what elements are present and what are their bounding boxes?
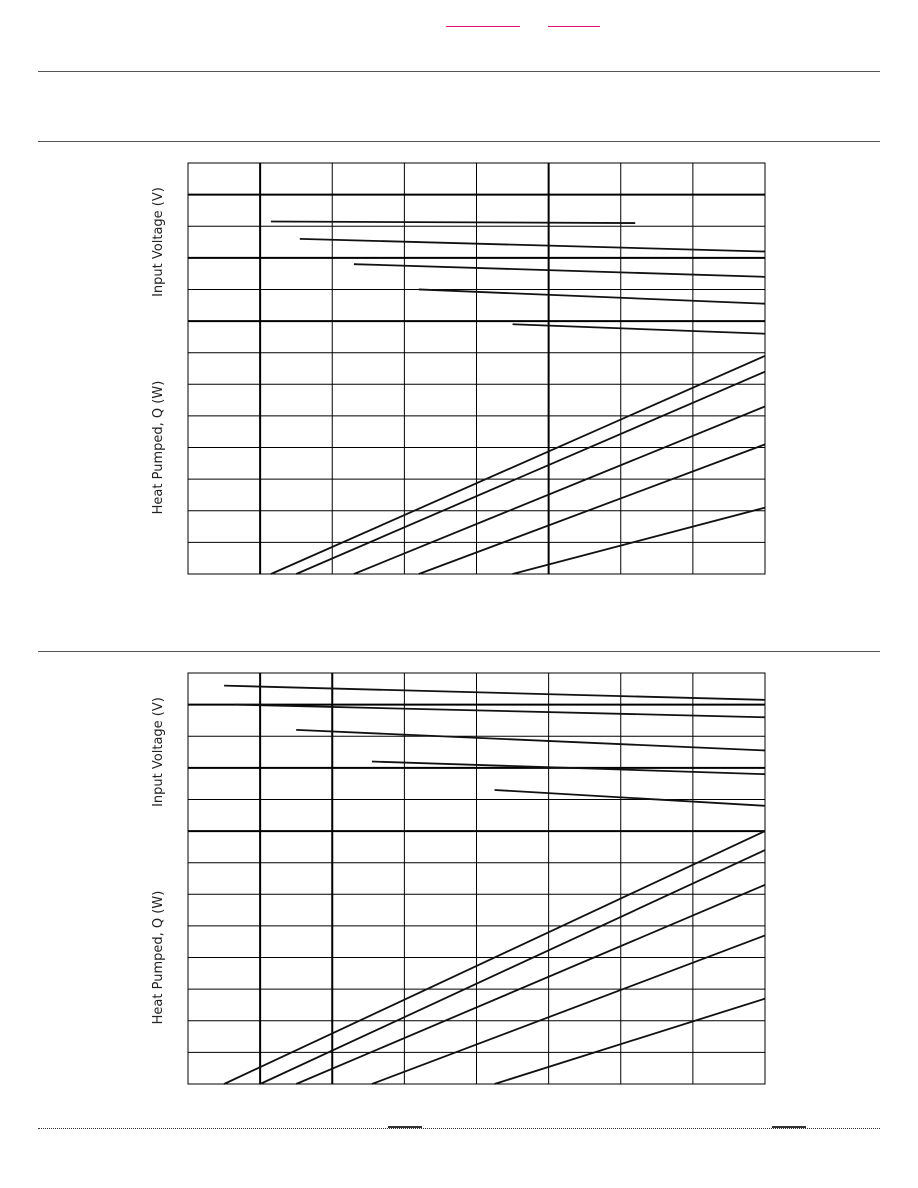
voltage-series-line-1 (270, 220, 636, 224)
voltage-series-line-4 (371, 760, 766, 776)
heat-series-line-1 (223, 830, 766, 1085)
heat-series-line-3 (295, 883, 766, 1085)
heat-series-line-2 (259, 849, 766, 1085)
header-link-1[interactable] (446, 26, 520, 27)
voltage-series-line-3 (296, 729, 766, 752)
section-rule-1 (38, 141, 880, 142)
heat-series-line-5 (512, 506, 766, 575)
voltage-series-line-2 (299, 237, 766, 253)
heat-series-line-4 (418, 443, 766, 575)
footer-rule (38, 1128, 880, 1129)
section-rule-2 (38, 651, 880, 652)
voltage-series-line-5 (512, 323, 766, 335)
performance-chart-1: Input Voltage (V) Heat Pumped, Q (W) (151, 162, 766, 575)
header-link-2[interactable] (548, 26, 600, 27)
heat-series-line-4 (371, 934, 766, 1085)
voltage-series-line-2 (234, 703, 766, 719)
heat-series-line-2 (295, 370, 766, 575)
heat-series-line-3 (353, 405, 766, 575)
heat-series-line-1 (270, 355, 766, 575)
voltage-series-line-1 (224, 684, 766, 701)
footer-mark-left (388, 1126, 422, 1128)
y-axis-label-heat: Heat Pumped, Q (W) (151, 381, 166, 515)
footer-mark-right (772, 1126, 806, 1128)
y-axis-label-voltage: Input Voltage (V) (151, 187, 166, 297)
heat-series-line-5 (494, 997, 766, 1085)
header-rule (38, 71, 880, 72)
voltage-series-line-3 (353, 263, 766, 278)
voltage-series-line-5 (494, 789, 766, 807)
performance-chart-2: Input Voltage (V) Heat Pumped, Q (W) (151, 672, 766, 1085)
y-axis-label-heat: Heat Pumped, Q (W) (151, 891, 166, 1025)
voltage-series-line-4 (418, 288, 766, 305)
y-axis-label-voltage: Input Voltage (V) (151, 697, 166, 807)
